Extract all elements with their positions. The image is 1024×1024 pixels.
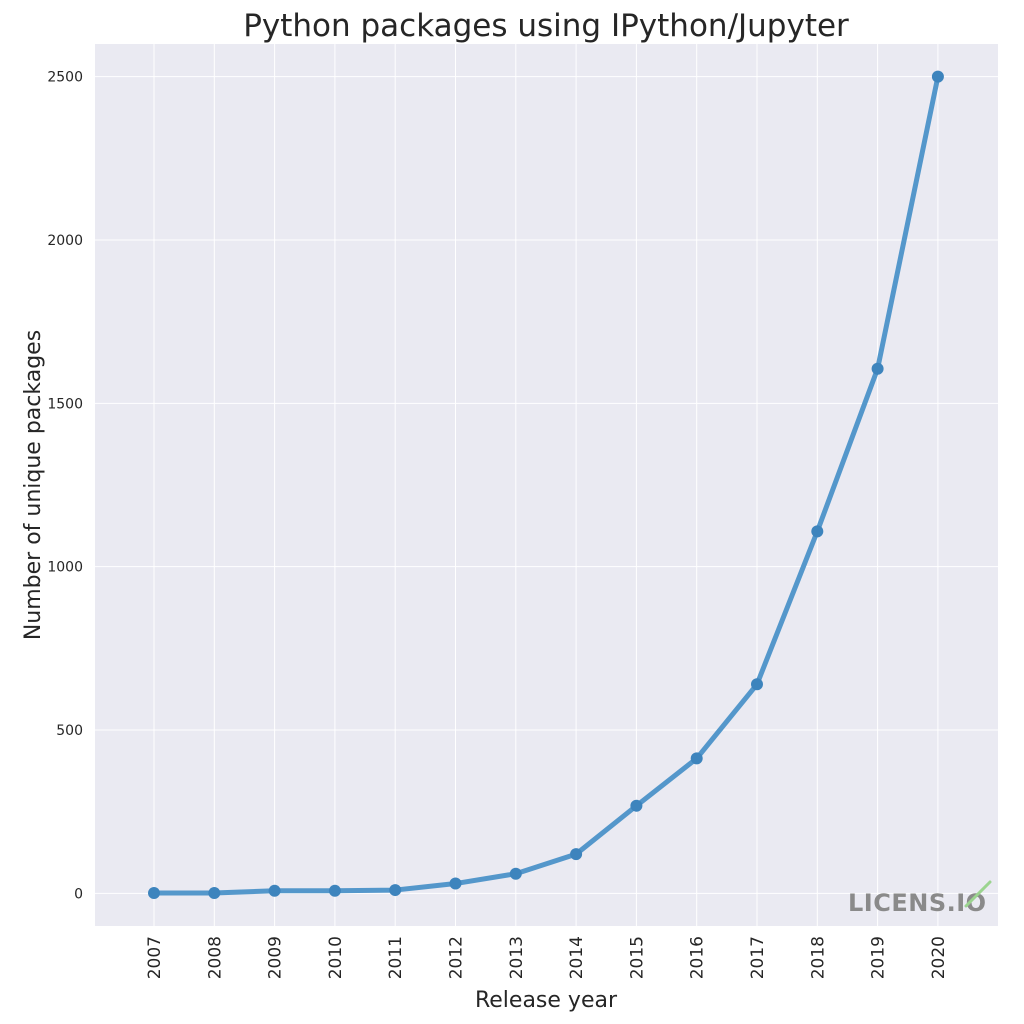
x-tick-label: 2017 [748, 936, 768, 979]
x-tick-label: 2020 [929, 936, 949, 979]
chart-title: Python packages using IPython/Jupyter [243, 8, 849, 44]
data-point [690, 752, 703, 765]
data-point [389, 884, 402, 897]
series-layer [148, 70, 944, 900]
x-tick-label: 2013 [507, 936, 527, 979]
x-tick-label: 2015 [627, 936, 647, 979]
data-point [268, 884, 281, 897]
x-tick-label: 2019 [869, 936, 889, 979]
grid-lines [95, 44, 998, 926]
y-axis-title: Number of unique packages [21, 330, 46, 640]
x-tick-label: 2010 [326, 936, 346, 979]
y-tick-label: 500 [56, 723, 83, 739]
data-point [208, 887, 221, 900]
x-axis-title: Release year [475, 988, 618, 1013]
y-axis-ticks: 0 500 1000 1500 2000 2500 [47, 70, 83, 903]
data-point [871, 362, 884, 375]
y-tick-label: 2000 [47, 233, 83, 249]
x-tick-label: 2014 [567, 936, 587, 979]
data-point [931, 70, 944, 83]
plot-area [95, 44, 998, 926]
data-point [751, 678, 763, 691]
x-tick-label: 2009 [266, 936, 286, 979]
y-tick-label: 1000 [47, 560, 83, 576]
x-tick-label: 2018 [808, 936, 828, 979]
x-tick-label: 2007 [145, 936, 165, 979]
x-tick-label: 2016 [688, 936, 708, 979]
x-tick-label: 2008 [205, 936, 225, 979]
data-point [570, 848, 583, 861]
watermark-logo: LICENS.IO [848, 880, 992, 917]
y-tick-label: 2500 [47, 70, 83, 86]
data-point [509, 867, 522, 880]
watermark-text: LICENS.IO [848, 889, 987, 917]
data-point [449, 877, 462, 890]
data-point [630, 799, 643, 812]
data-point [811, 525, 824, 538]
y-tick-label: 0 [74, 886, 83, 902]
data-point [328, 884, 341, 897]
x-tick-label: 2012 [447, 936, 467, 979]
checkmark-icon [964, 880, 992, 908]
x-tick-label: 2011 [386, 936, 406, 979]
y-tick-label: 1500 [47, 396, 83, 412]
x-axis-ticks: 2007 2008 2009 2010 2011 2012 2013 2014 2015 2016… [145, 936, 949, 979]
series-line [151, 74, 941, 896]
data-point [148, 887, 160, 900]
